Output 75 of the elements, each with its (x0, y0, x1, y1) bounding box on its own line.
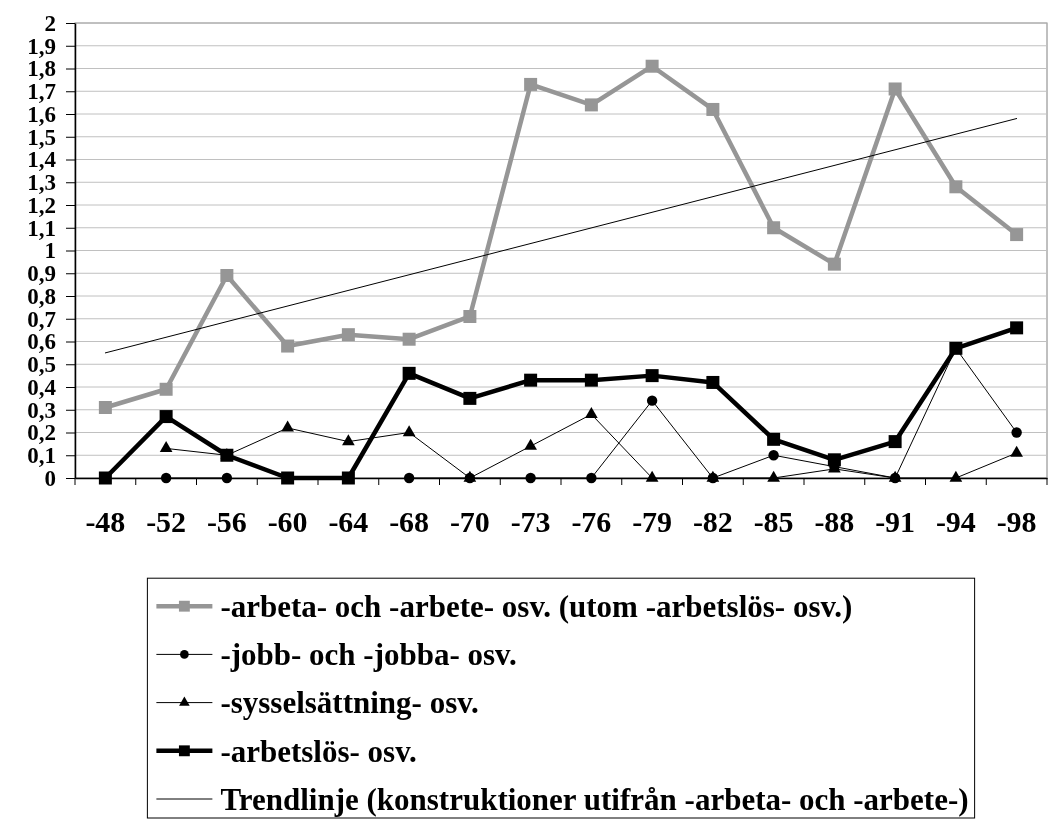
point (767, 432, 781, 446)
point (342, 434, 355, 446)
point (524, 438, 537, 450)
point (827, 257, 841, 271)
point (767, 221, 781, 235)
x-tick-label: -68 (389, 505, 430, 539)
point (463, 309, 477, 323)
point (403, 472, 415, 484)
point (159, 382, 173, 396)
x-tick-label: -91 (875, 505, 916, 539)
point (888, 82, 902, 96)
point (341, 471, 355, 485)
point (645, 470, 659, 482)
point (220, 269, 234, 283)
point (402, 366, 416, 380)
point (585, 406, 598, 418)
point (706, 102, 720, 116)
point (645, 59, 659, 73)
point (281, 339, 295, 353)
y-tick-label: 1,7 (27, 79, 56, 105)
point (888, 435, 902, 449)
x-tick-label: -82 (692, 505, 733, 539)
point (524, 373, 538, 387)
point (98, 400, 112, 414)
x-tick-label: -56 (206, 505, 247, 539)
point (949, 470, 963, 482)
x-tick-label: -88 (814, 505, 855, 539)
y-tick-label: 0,5 (27, 352, 56, 378)
x-tick-label: -76 (571, 505, 612, 539)
point (1010, 445, 1023, 457)
legend-label: -arbeta- och -arbete- osv. (utom -arbetslös- osv.) (220, 589, 853, 625)
point (584, 373, 598, 387)
point (159, 441, 173, 453)
y-tick-label: 1,3 (27, 170, 56, 196)
point (584, 98, 598, 112)
point (463, 391, 477, 405)
point (525, 472, 536, 484)
point (646, 395, 658, 406)
point (160, 472, 172, 484)
y-tick-label: 1 (44, 238, 56, 264)
point (221, 472, 233, 484)
x-tick-label: -52 (146, 505, 187, 539)
point (524, 77, 538, 91)
point (402, 332, 416, 346)
x-tick-label: -60 (267, 505, 308, 539)
point (281, 420, 294, 432)
x-tick-label: -70 (449, 505, 490, 539)
x-tick-label: -85 (753, 505, 794, 539)
x-tick-label: -64 (328, 505, 369, 539)
point (767, 470, 780, 482)
point (341, 328, 355, 342)
x-tick-label: -94 (935, 505, 976, 539)
point (645, 369, 659, 383)
point (402, 425, 416, 437)
legend-label: -arbetslös- osv. (220, 733, 417, 769)
y-tick-label: 0,9 (27, 261, 56, 287)
point (706, 375, 720, 389)
x-tick-label: -98 (996, 505, 1037, 539)
legend-label: Trendlinje (konstruktioner utifrån -arbeta- och -arbete-) (220, 781, 969, 817)
y-tick-label: 1,9 (27, 33, 56, 59)
point (1010, 228, 1024, 242)
point (1010, 321, 1024, 335)
x-tick-label: -48 (85, 505, 126, 539)
point (1011, 427, 1022, 438)
point (949, 180, 963, 194)
point (98, 471, 112, 485)
point (586, 472, 597, 484)
x-tick-label: -73 (510, 505, 551, 539)
y-tick-label: 2 (44, 10, 56, 36)
point (281, 471, 295, 485)
point (159, 410, 173, 424)
point (768, 450, 779, 461)
x-tick-label: -79 (632, 505, 673, 539)
legend-label: -sysselsättning- osv. (220, 685, 479, 721)
legend-label: -jobb- och -jobba- osv. (220, 637, 517, 673)
